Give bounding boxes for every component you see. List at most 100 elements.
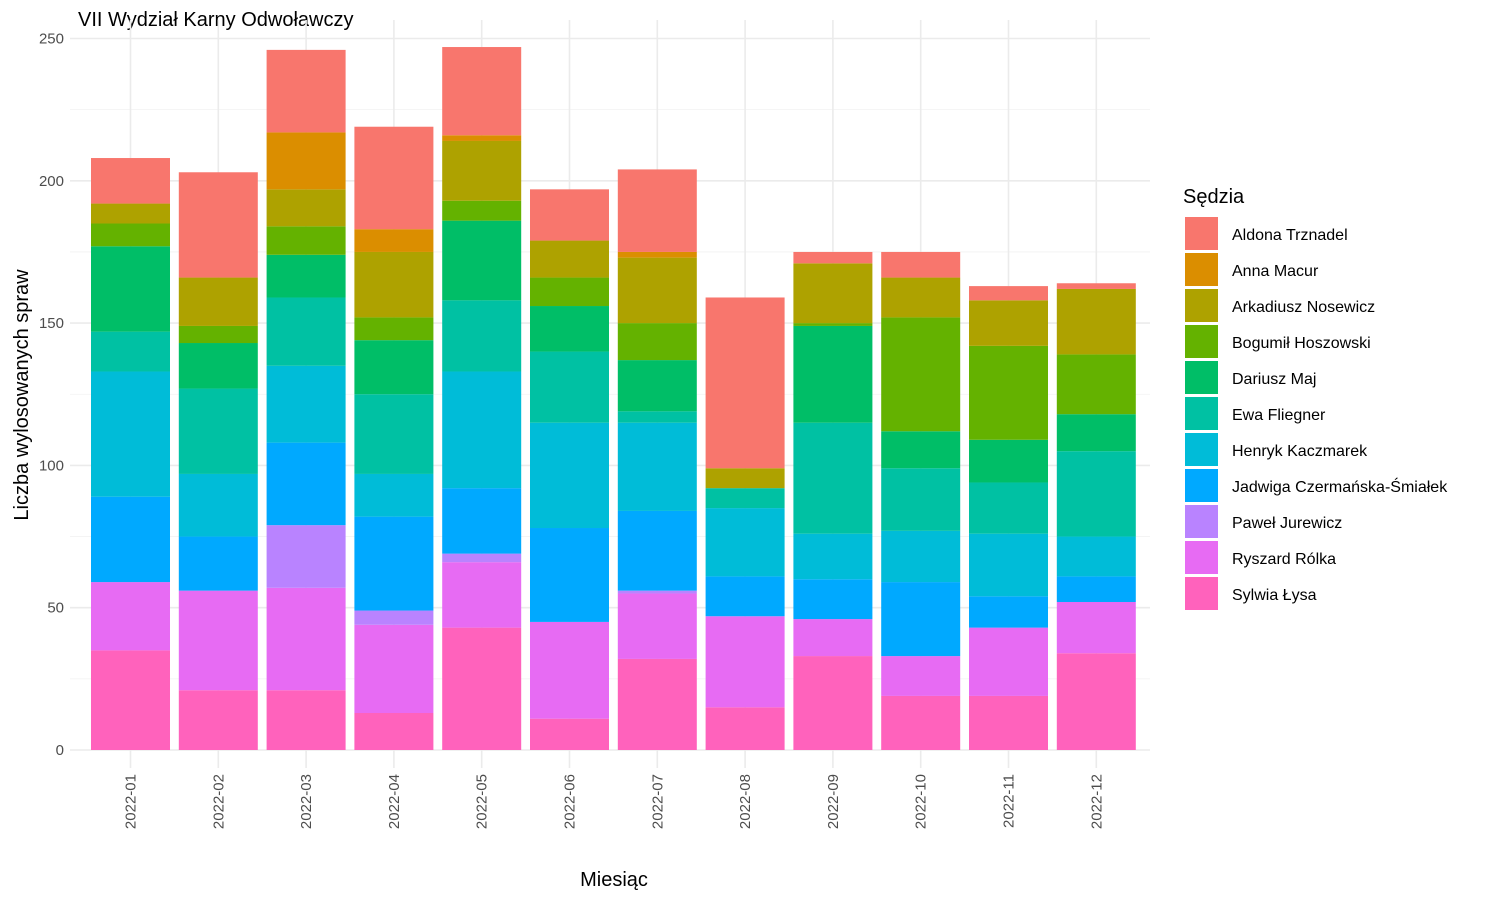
x-tick-label: 2022-10 [913,774,930,829]
bar-segment [442,200,522,221]
bar-segment [617,360,697,412]
bar-segment [705,488,785,509]
legend-swatch [1185,469,1218,502]
bar-segment [442,47,522,136]
legend-label: Paweł Jurewicz [1232,515,1342,532]
legend: Sędzia Aldona Trznadel Anna Macur Arkadius… [1183,186,1448,610]
bar-segment [969,596,1048,628]
bar-segment [91,331,170,372]
bar-segment [530,351,609,423]
bar-segment [881,468,961,531]
legend-swatch [1185,505,1218,538]
bar-segment [617,169,697,252]
bar-segment [969,300,1048,346]
bar-segment [881,431,961,469]
bar-segment [530,240,609,278]
bar-segment [178,277,258,326]
bar-segment [442,220,522,301]
bar-segment [881,317,961,432]
bar-segment [793,325,873,423]
bar-segment [354,624,434,714]
legend-label: Jadwiga Czermańska-Śmiałek [1232,477,1448,496]
bar-segment [1056,536,1136,577]
bar-segment [969,345,1048,440]
x-tick-label: 2022-02 [210,774,227,829]
bar-segment [1056,602,1136,654]
bar-segment [617,323,697,361]
y-tick-label: 150 [39,315,64,332]
bar-segment [178,536,258,591]
bar-segment [705,508,785,577]
bar-segment [266,226,346,255]
bar-segment [354,126,434,230]
bar-segment [354,229,434,252]
bar-segment [91,650,170,750]
bar-segment [266,365,346,443]
legend-label: Ryszard Rólka [1232,551,1336,568]
bar-segment [442,488,522,554]
bar-segment [91,582,170,651]
bar-segment [793,656,873,750]
x-axis-ticks: 2022-01 2022-02 2022-03 2022-04 2022-05 2022-… [123,774,1106,829]
bar-segment [178,172,258,278]
bar-segment [178,343,258,389]
x-tick-label: 2022-08 [737,774,754,829]
bar-segment [881,530,961,583]
bar-segment [530,621,609,719]
bar-segment [354,516,434,611]
bar-segment [91,496,170,583]
bar-segment [705,576,785,617]
legend-swatch [1185,217,1218,250]
bar-segment [705,616,785,708]
bar-segment [881,582,961,657]
bar-segment [617,422,697,511]
bar-segment [266,297,346,366]
bar-segment [530,422,609,529]
bar-segment [793,579,873,620]
bar-segment [266,49,346,133]
bar-segment [266,587,346,691]
x-tick-label: 2022-03 [298,774,315,829]
y-tick-label: 100 [39,457,64,474]
chart-title: VII Wydział Karny Odwoławczy [78,9,353,31]
bar-segment [881,251,961,278]
y-tick-label: 50 [47,600,64,617]
bar-segment [969,695,1048,750]
bar-segment [91,158,170,204]
bar-segment [969,627,1048,696]
bar-segment [705,468,785,489]
y-tick-label: 250 [39,31,64,48]
legend-swatch [1185,433,1218,466]
x-tick-label: 2022-01 [123,774,140,829]
bar-segment [178,590,258,691]
bar-segment [1056,653,1136,750]
bars [91,47,1136,750]
bar-segment [530,306,609,352]
bar-segment [91,203,170,224]
x-tick-label: 2022-05 [474,774,491,829]
legend-label: Dariusz Maj [1232,371,1316,388]
bar-segment [1056,576,1136,603]
bar-segment [178,325,258,344]
bar-segment [354,340,434,395]
bar-segment [530,718,609,750]
bar-segment [617,593,697,659]
x-tick-label: 2022-09 [825,774,842,829]
y-tick-label: 200 [39,173,64,190]
x-tick-label: 2022-07 [649,774,666,829]
bar-segment [793,251,873,264]
bar-segment [442,627,522,750]
legend-swatch [1185,541,1218,574]
bar-segment [178,388,258,474]
y-axis-ticks: 0 50 100 150 200 250 [39,31,64,760]
bar-segment [178,690,258,750]
bar-segment [266,690,346,750]
bar-segment [530,277,609,307]
bar-segment [617,251,697,258]
bar-segment [442,135,522,141]
bar-segment [1056,451,1136,537]
bar-segment [793,619,873,657]
bar-segment [91,223,170,247]
bar-segment [969,533,1048,597]
bar-segment [266,442,346,526]
